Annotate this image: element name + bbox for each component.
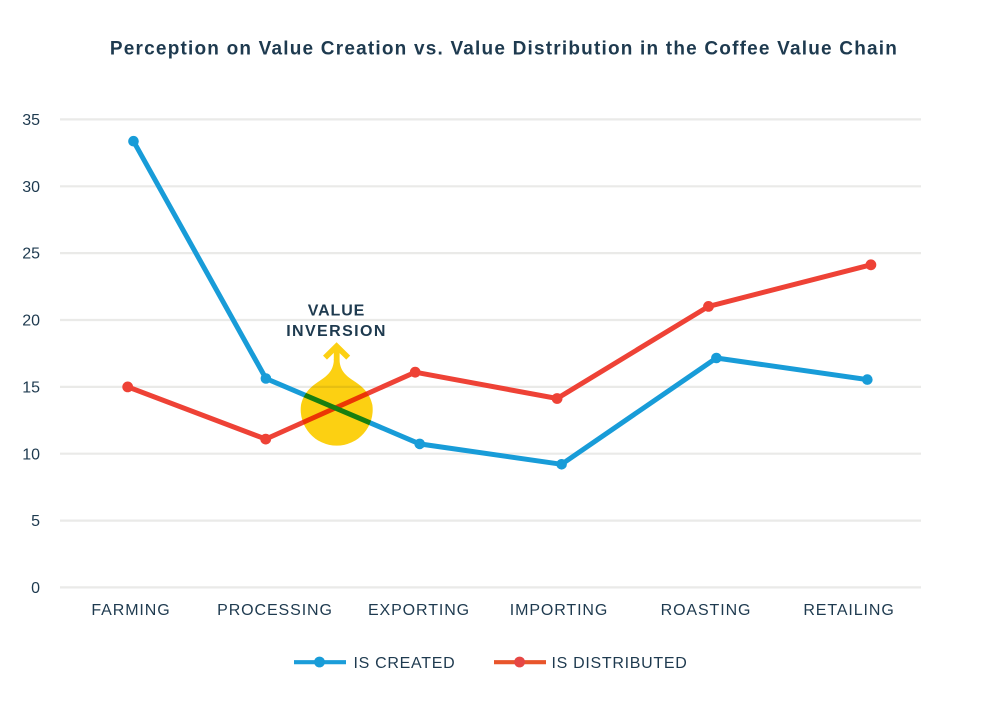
svg-text:IS DISTRIBUTED: IS DISTRIBUTED	[552, 655, 688, 672]
svg-text:INVERSION: INVERSION	[286, 323, 387, 340]
svg-text:FARMING: FARMING	[91, 602, 170, 619]
svg-text:PROCESSING: PROCESSING	[217, 602, 333, 619]
svg-text:ROASTING: ROASTING	[661, 602, 752, 619]
svg-text:15: 15	[22, 380, 40, 397]
svg-text:VALUE: VALUE	[308, 303, 366, 320]
svg-text:10: 10	[22, 446, 40, 463]
svg-text:Perception on Value Creation v: Perception on Value Creation vs. Value D…	[110, 39, 898, 60]
svg-text:IS CREATED: IS CREATED	[354, 655, 456, 672]
svg-text:0: 0	[31, 580, 40, 597]
svg-text:35: 35	[22, 112, 40, 129]
svg-text:EXPORTING: EXPORTING	[368, 602, 470, 619]
svg-text:25: 25	[22, 246, 40, 263]
svg-text:5: 5	[31, 513, 40, 530]
svg-text:20: 20	[22, 313, 40, 330]
svg-text:IMPORTING: IMPORTING	[510, 602, 608, 619]
svg-text:RETAILING: RETAILING	[803, 602, 894, 619]
svg-text:30: 30	[22, 179, 40, 196]
